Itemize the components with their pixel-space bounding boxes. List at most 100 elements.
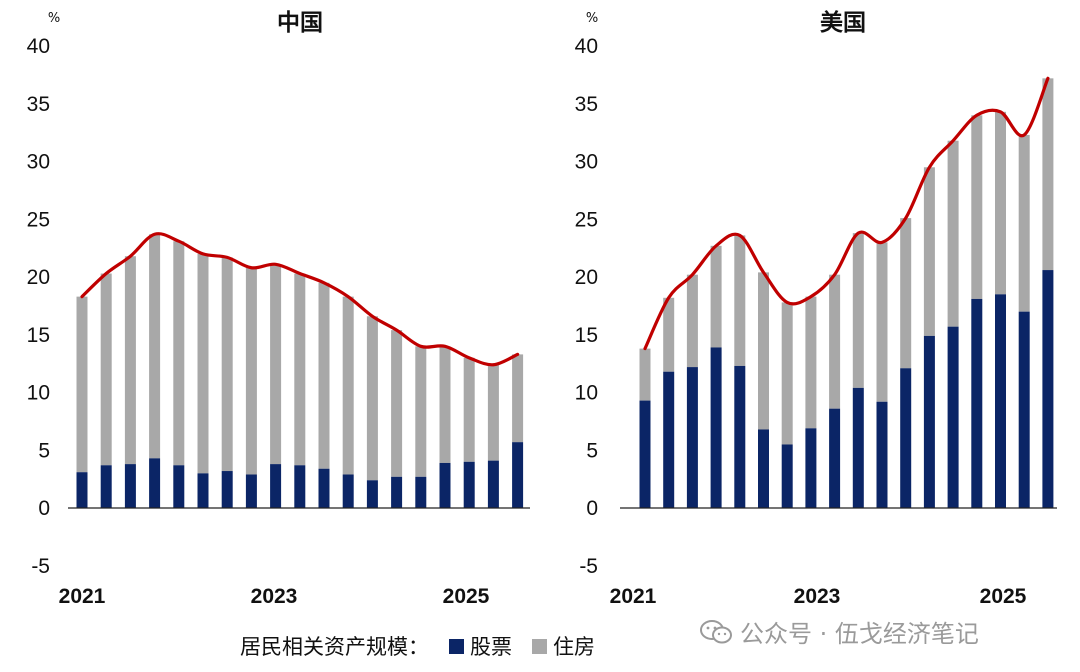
y-tick-label: -5	[31, 555, 50, 578]
bar-stock	[100, 465, 112, 508]
bar-housing	[923, 167, 935, 336]
bar-stock	[124, 464, 136, 508]
legend-item-stock: 股票	[449, 631, 512, 661]
y-tick-label: 15	[27, 324, 50, 347]
bar-stock	[197, 473, 209, 508]
bar-housing	[829, 274, 841, 409]
bar-housing	[439, 346, 451, 463]
bar-stock	[245, 474, 257, 508]
chart-title: 美国	[820, 9, 866, 36]
legend-swatch-stock	[449, 638, 464, 654]
y-tick-label: 35	[575, 93, 598, 116]
bar-stock	[512, 442, 524, 508]
bar-stock	[294, 465, 306, 508]
bar-housing	[639, 348, 651, 401]
bar-housing	[852, 233, 864, 388]
bar-housing	[900, 218, 912, 369]
legend-swatch-housing	[532, 638, 547, 654]
bar-housing	[124, 256, 136, 465]
y-unit-label: %	[586, 11, 598, 26]
y-tick-label: 20	[575, 266, 598, 289]
watermark: 公众号 · 伍戈经济笔记	[700, 614, 979, 649]
bar-stock	[415, 476, 427, 508]
bar-stock	[852, 387, 864, 508]
y-tick-label: 20	[27, 266, 50, 289]
bar-stock	[734, 365, 746, 508]
bar-housing	[710, 245, 722, 348]
y-tick-label: 30	[27, 151, 50, 174]
bar-housing	[947, 140, 959, 327]
bar-housing	[805, 296, 817, 429]
bar-stock	[876, 401, 888, 508]
bar-housing	[270, 264, 282, 465]
bar-stock	[318, 468, 330, 508]
bar-stock	[270, 464, 282, 508]
wechat-icon	[700, 619, 732, 643]
y-tick-label: 25	[27, 208, 50, 231]
y-tick-label: 30	[575, 151, 598, 174]
bar-housing	[197, 253, 209, 474]
bar-stock	[923, 335, 935, 508]
bar-stock	[686, 367, 698, 508]
bar-stock	[710, 347, 722, 508]
bar-housing	[173, 241, 185, 466]
legend-label-stock: 股票	[470, 635, 512, 659]
bar-housing	[781, 302, 793, 445]
bar-stock	[805, 428, 817, 508]
y-tick-label: 25	[575, 208, 598, 231]
watermark-text: 公众号 · 伍戈经济笔记	[740, 620, 979, 648]
bar-stock	[663, 371, 675, 508]
y-tick-label: 35	[27, 93, 50, 116]
bar-stock	[342, 474, 354, 508]
bar-stock	[76, 472, 88, 508]
y-tick-label: 40	[27, 35, 50, 58]
bar-housing	[391, 330, 403, 477]
y-tick-label: 0	[38, 497, 50, 520]
bar-housing	[100, 273, 112, 466]
bar-housing	[758, 272, 769, 430]
y-tick-label: 0	[586, 497, 598, 520]
bar-stock	[639, 400, 651, 508]
bar-stock	[487, 460, 499, 508]
bar-stock	[971, 298, 983, 508]
x-tick-label: 2025	[980, 585, 1027, 608]
bar-stock	[1042, 270, 1054, 508]
bar-stock	[829, 408, 841, 508]
legend-item-housing: 住房	[532, 631, 595, 661]
bar-housing	[342, 296, 354, 475]
bar-housing	[149, 234, 161, 459]
legend: 居民相关资产规模： 股票 住房	[240, 630, 595, 662]
x-tick-label: 2021	[59, 585, 106, 608]
bar-housing	[463, 357, 475, 462]
bar-housing	[995, 111, 1006, 295]
bar-housing	[686, 274, 698, 368]
bar-housing	[487, 364, 499, 461]
x-tick-label: 2025	[443, 585, 490, 608]
bar-stock	[1018, 311, 1030, 508]
y-tick-label: -5	[579, 555, 598, 578]
bar-stock	[947, 326, 959, 508]
bar-stock	[463, 461, 475, 508]
bar-stock	[221, 471, 233, 508]
bar-stock	[391, 476, 403, 508]
bar-housing	[245, 267, 257, 475]
bar-housing	[1018, 134, 1030, 312]
bar-housing	[512, 354, 524, 443]
bar-stock	[173, 465, 185, 508]
bar-housing	[971, 115, 983, 299]
legend-label-housing: 住房	[553, 635, 595, 659]
bar-housing	[663, 297, 675, 372]
y-unit-label: %	[48, 11, 60, 26]
bar-stock	[900, 368, 912, 508]
y-tick-label: 15	[575, 324, 598, 347]
y-tick-label: 10	[27, 382, 50, 405]
bar-housing	[876, 242, 888, 402]
bar-stock	[995, 294, 1006, 508]
bar-housing	[76, 296, 88, 473]
bar-housing	[366, 316, 378, 481]
x-tick-label: 2023	[251, 585, 298, 608]
bar-stock	[758, 429, 769, 508]
